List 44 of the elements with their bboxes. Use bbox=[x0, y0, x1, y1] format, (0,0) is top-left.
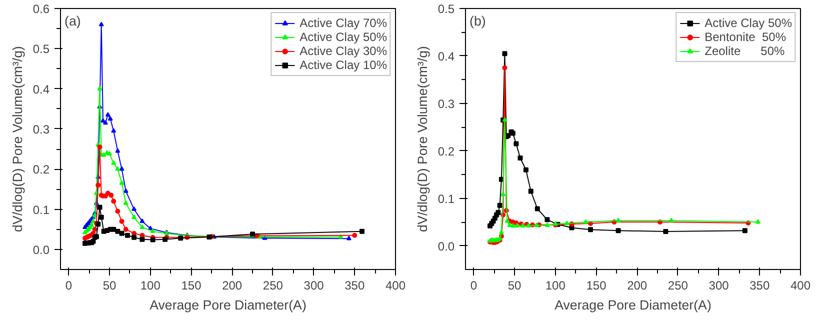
y-tick-label: 0.1 bbox=[32, 202, 50, 217]
y-tick-label: 0.6 bbox=[32, 2, 50, 16]
legend-label: Zeolite 50% bbox=[704, 44, 785, 58]
x-tick-label: 300 bbox=[708, 278, 730, 292]
x-tick-label: 250 bbox=[668, 278, 688, 292]
legend-label: Active Clay 50% bbox=[704, 16, 792, 30]
annotation: (b) bbox=[470, 14, 486, 28]
legend-label: Active Clay 10% bbox=[300, 58, 387, 72]
x-tick-label: 400 bbox=[385, 278, 406, 292]
x-tick-label: 150 bbox=[181, 278, 202, 292]
x-tick-label: 50 bbox=[508, 278, 522, 292]
x-tick-label: 100 bbox=[140, 278, 161, 292]
legend-label: Active Clay 30% bbox=[300, 44, 387, 58]
legend-label: Active Clay 70% bbox=[300, 16, 387, 30]
y-tick-label: 0.5 bbox=[438, 2, 455, 16]
x-tick-label: 350 bbox=[344, 278, 365, 292]
x-tick-label: 250 bbox=[262, 278, 284, 292]
x-axis-title: Average Pore Diameter(A) bbox=[150, 298, 306, 312]
annotation: (a) bbox=[64, 14, 81, 28]
x-tick-label: 300 bbox=[304, 278, 324, 292]
y-tick-label: 0.3 bbox=[32, 122, 50, 136]
y-tick-label: 0.4 bbox=[32, 82, 50, 96]
y-axis-title: dV/dlog(D) Pore Volume(cm³/g) bbox=[10, 46, 25, 232]
x-tick-label: 50 bbox=[102, 278, 117, 292]
legend-label: Bentonite 50% bbox=[704, 30, 786, 44]
x-tick-label: 200 bbox=[222, 278, 242, 292]
y-axis-title: dV/dlog(D) Pore Volume(cm³/g) bbox=[414, 46, 430, 232]
y-tick-label: 0.3 bbox=[438, 96, 455, 111]
y-tick-label: 0.0 bbox=[438, 239, 455, 254]
x-tick-label: 0 bbox=[65, 278, 72, 292]
y-tick-label: 0.0 bbox=[32, 242, 50, 257]
x-axis-title: Average Pore Diameter(A) bbox=[554, 298, 712, 312]
y-tick-label: 0.5 bbox=[32, 42, 50, 56]
y-tick-label: 0.2 bbox=[438, 144, 455, 158]
x-tick-label: 100 bbox=[545, 278, 566, 292]
x-tick-label: 400 bbox=[790, 278, 811, 292]
x-tick-label: 0 bbox=[470, 278, 478, 292]
legend-label: Active Clay 50% bbox=[300, 30, 387, 44]
y-tick-label: 0.1 bbox=[438, 192, 455, 206]
x-tick-label: 200 bbox=[627, 278, 648, 292]
x-tick-label: 150 bbox=[586, 278, 607, 292]
x-tick-label: 350 bbox=[750, 278, 770, 292]
y-tick-label: 0.4 bbox=[438, 49, 455, 64]
y-tick-label: 0.2 bbox=[32, 162, 50, 177]
